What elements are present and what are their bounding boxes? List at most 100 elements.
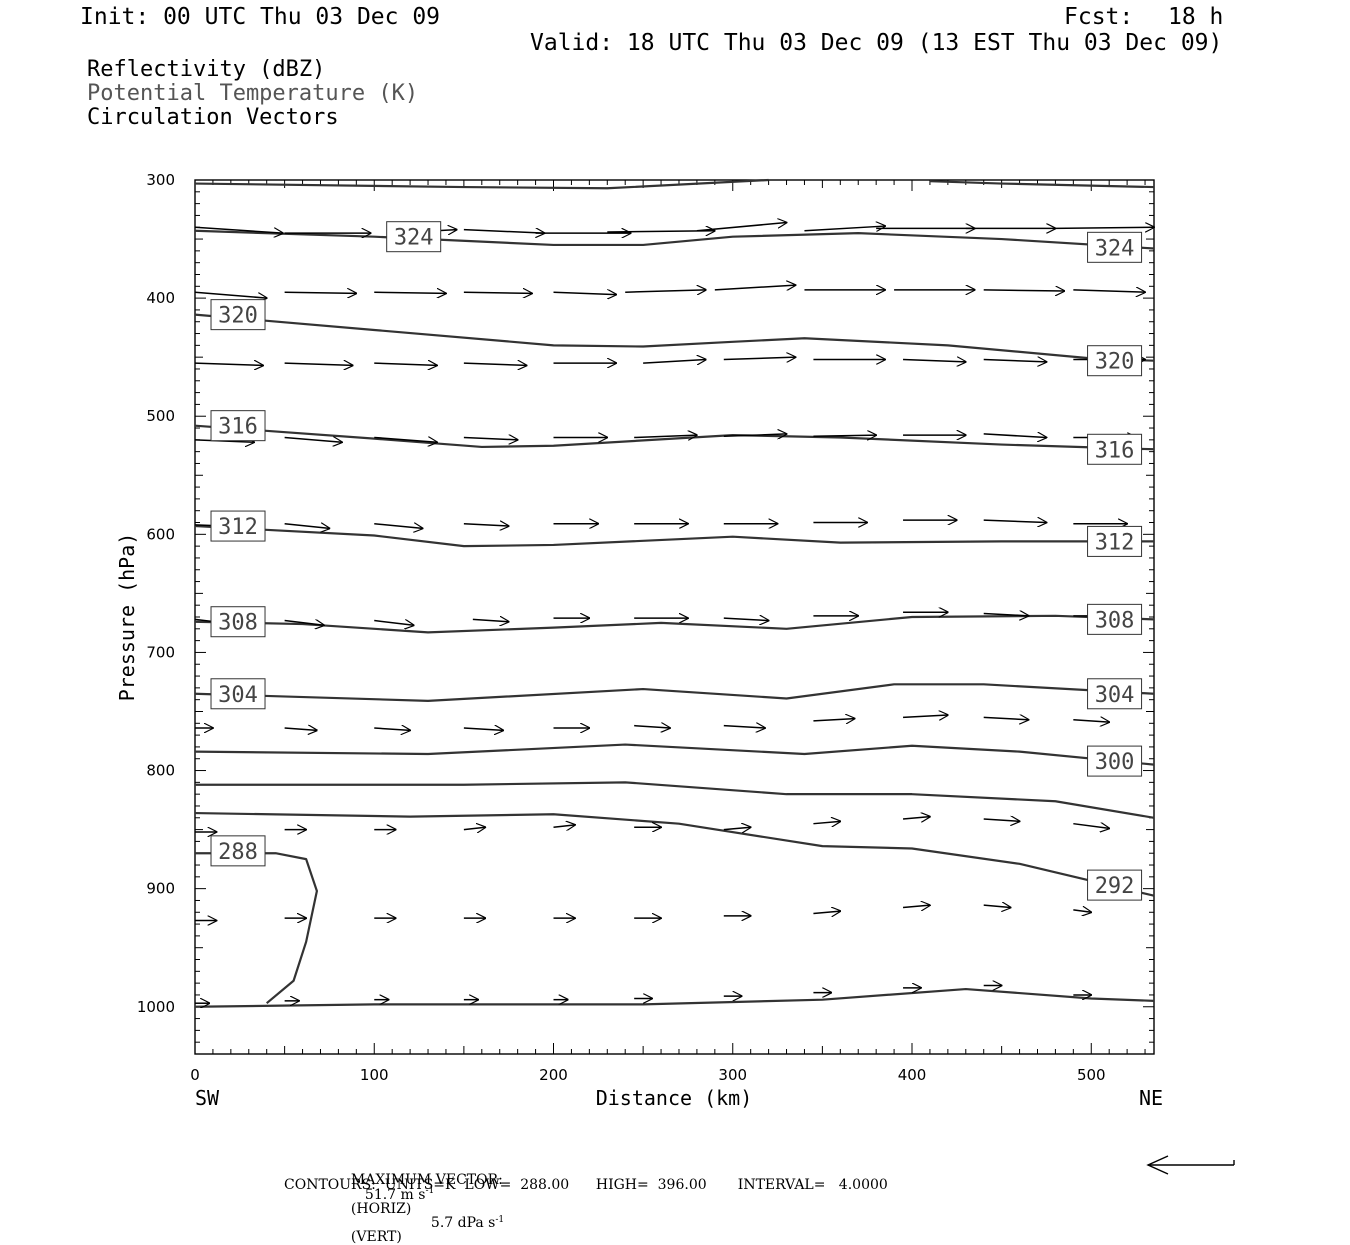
y-tick-label: 500 <box>146 407 175 425</box>
circulation-vector <box>723 726 765 728</box>
circulation-vector <box>813 911 840 913</box>
valid-time: Valid: 18 UTC Thu 03 Dec 09 (13 EST Thu … <box>530 30 1223 56</box>
circulation-vectors <box>194 223 1154 1004</box>
circulation-vector <box>463 230 545 234</box>
circulation-vector <box>723 434 787 436</box>
theta-contour-line <box>194 811 1155 897</box>
theta-contour-line <box>194 743 1155 766</box>
circulation-vector <box>284 621 324 626</box>
legend-potential-temperature: Potential Temperature (K) <box>87 81 419 106</box>
circulation-vector <box>553 825 576 827</box>
circulation-vector <box>1073 910 1091 912</box>
max-vert-value: 5.7 dPa s <box>430 1215 496 1232</box>
theta-contours <box>194 178 1155 1008</box>
contour-label-box <box>210 299 266 331</box>
contour-label: 320 <box>1087 345 1143 377</box>
x-right-end-label: NE <box>1139 1086 1163 1110</box>
theta-contour-line <box>194 987 1155 1008</box>
theta-contour-line <box>194 178 769 190</box>
contour-label: 312 <box>210 510 266 542</box>
circulation-vector <box>983 290 1065 291</box>
circulation-vector <box>374 363 437 365</box>
circulation-vector <box>983 717 1029 719</box>
circulation-vector <box>903 715 948 717</box>
contour-label-box <box>1087 745 1143 777</box>
circulation-vector <box>463 363 527 365</box>
max-horiz-value: 51.7 m s <box>364 1186 426 1203</box>
contour-labels: 324 324 320 320 316 316 312 312 308 308 304 304 300 2… <box>210 221 1143 901</box>
contour-label-box <box>210 678 266 710</box>
contour-label-box <box>210 606 266 638</box>
circulation-vector <box>194 226 283 233</box>
contour-label-text: 312 <box>1095 530 1135 555</box>
circulation-vector <box>1073 720 1109 722</box>
circulation-vector <box>463 437 518 439</box>
circulation-vector <box>284 437 342 442</box>
axis-labels: 0 100 200 300 400 500 300 400 500 600 700 800 900 100… <box>137 171 1106 1084</box>
contour-label-text: 320 <box>1095 350 1135 375</box>
circulation-vector <box>472 619 509 621</box>
circulation-vector <box>723 618 769 620</box>
circulation-vector <box>723 357 796 359</box>
circulation-vector <box>634 726 670 728</box>
y-tick-label: 400 <box>146 289 175 307</box>
circulation-vector <box>983 819 1020 821</box>
x-tick-label: 0 <box>190 1066 200 1084</box>
contour-label-text: 324 <box>394 226 434 251</box>
contour-label-box <box>1087 345 1143 377</box>
theta-contour-line <box>194 524 1154 548</box>
contour-label: 324 <box>1087 231 1143 263</box>
contour-label-text: 292 <box>1095 874 1135 899</box>
theta-contour-line <box>194 424 1155 451</box>
contour-label: 316 <box>210 410 266 442</box>
contour-label-text: 312 <box>218 515 258 540</box>
circulation-vector <box>804 226 885 231</box>
contour-label-box <box>210 410 266 442</box>
theta-contour-line <box>929 180 1155 189</box>
circulation-vector <box>463 292 532 293</box>
contour-label: 308 <box>210 606 266 638</box>
y-tick-label: 300 <box>146 171 175 189</box>
contour-label-box <box>386 221 442 253</box>
circulation-vector <box>463 827 486 829</box>
max-horiz-exponent: -1 <box>425 1186 435 1196</box>
circulation-vector <box>983 434 1047 438</box>
x-tick-label: 500 <box>1077 1066 1106 1084</box>
contour-label-box <box>210 835 266 867</box>
contour-label-box <box>1087 231 1143 263</box>
circulation-vector <box>284 524 330 529</box>
circulation-vector <box>1073 824 1109 829</box>
contour-label-box <box>1087 869 1143 901</box>
x-tick-label: 400 <box>898 1066 927 1084</box>
contour-label-text: 300 <box>1095 750 1135 775</box>
init-time: Init: 00 UTC Thu 03 Dec 09 <box>80 4 441 30</box>
circulation-vector <box>607 231 715 232</box>
contour-label-text: 304 <box>1095 683 1135 708</box>
circulation-vector <box>284 363 353 365</box>
forecast-hours: 18 h <box>1168 4 1224 30</box>
theta-contour-line <box>195 781 1155 819</box>
max-vert-tag: (VERT) <box>350 1229 402 1245</box>
circulation-vector <box>463 728 503 730</box>
y-tick-label: 900 <box>146 880 175 898</box>
axis-ticks <box>194 179 1154 1055</box>
contour-label-box <box>1087 603 1143 635</box>
circulation-vector <box>1073 290 1145 292</box>
contours-note: CONTOURS: UNITS=K LOW= 288.00 HIGH= 396.… <box>284 1177 888 1193</box>
circulation-vector <box>813 821 840 823</box>
circulation-vector <box>902 905 930 907</box>
circulation-vector <box>983 613 1029 615</box>
circulation-vector <box>813 435 876 436</box>
circulation-vector <box>634 435 697 437</box>
y-tick-label: 600 <box>146 525 175 543</box>
contour-label: 308 <box>1087 603 1143 635</box>
circulation-vector <box>625 290 706 292</box>
circulation-vector <box>1055 227 1154 228</box>
circulation-vector <box>714 285 796 290</box>
theta-contour-line <box>194 683 1155 702</box>
y-axis-title: Pressure (hPa) <box>115 533 139 702</box>
x-axis-title: Distance (km) <box>596 1086 753 1110</box>
circulation-vector <box>463 524 509 526</box>
contour-label: 300 <box>1087 745 1143 777</box>
contour-label-box <box>1087 525 1143 557</box>
